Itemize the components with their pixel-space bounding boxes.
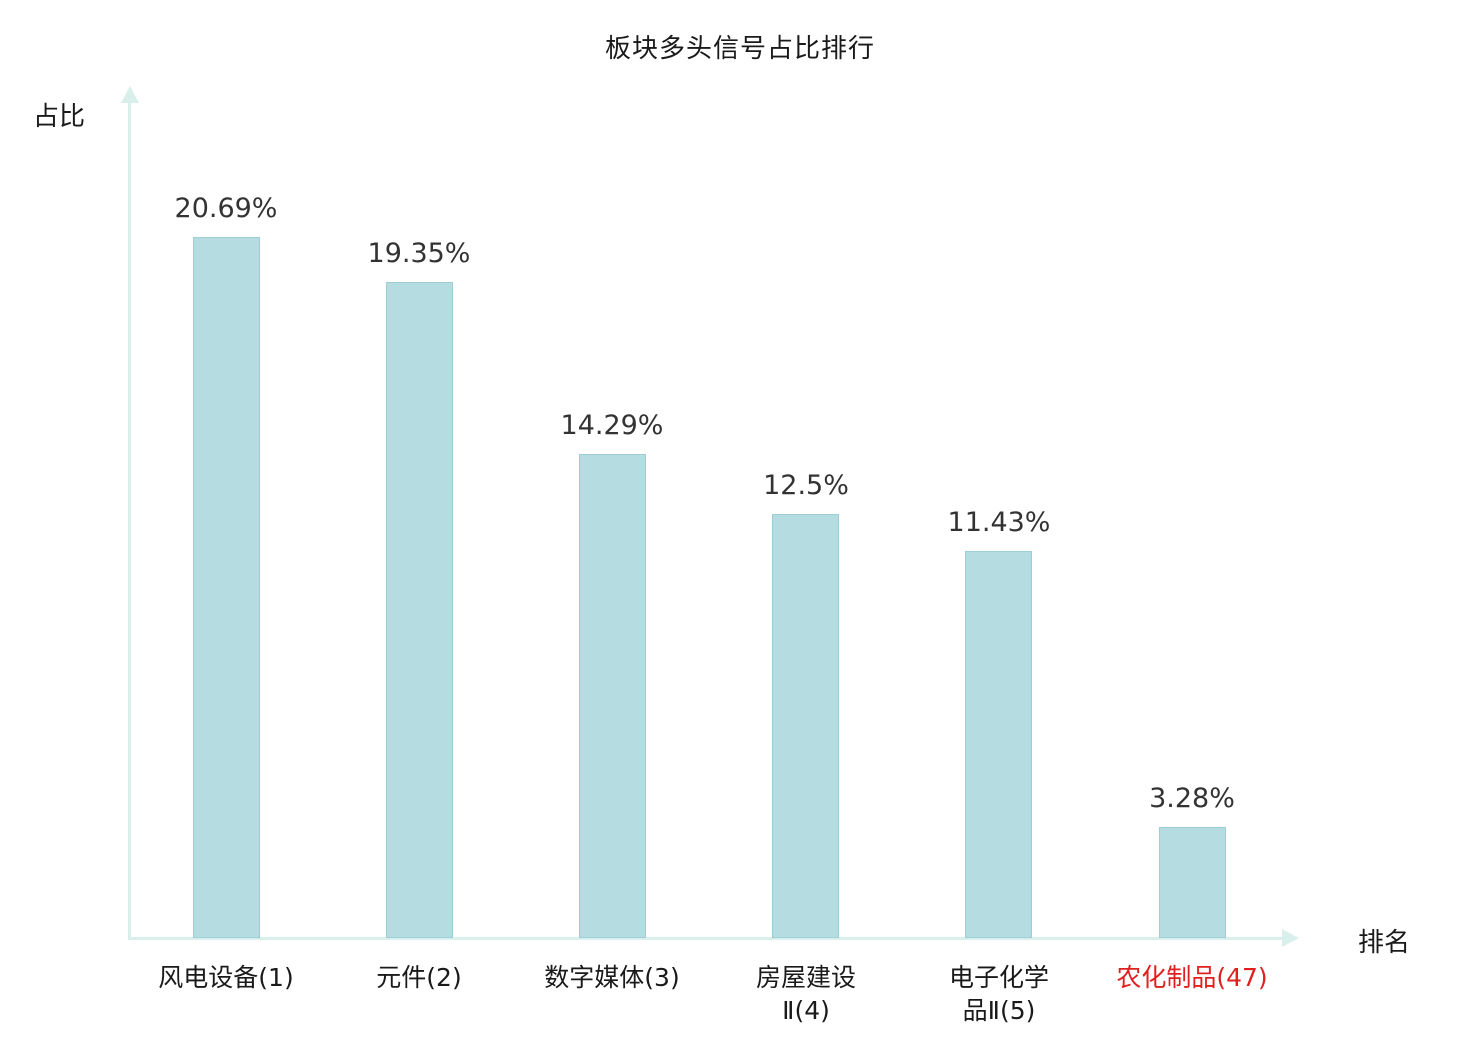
x-axis-label: 排名: [1358, 928, 1411, 958]
chart-title: 板块多头信号占比排行: [604, 34, 875, 64]
y-axis-arrow-icon: [121, 86, 139, 103]
x-tick-label: 元件(2): [376, 963, 462, 992]
y-axis-label: 占比: [33, 102, 86, 132]
bar-value-label: 12.5%: [763, 470, 849, 501]
bar: [386, 282, 453, 938]
bar: [579, 454, 646, 938]
x-axis-line: [128, 937, 1284, 940]
x-tick-label: 数字媒体(3): [544, 963, 680, 992]
x-tick-label: 风电设备(1): [158, 963, 294, 992]
bar: [1159, 827, 1226, 938]
bar-value-label: 14.29%: [560, 410, 664, 441]
x-tick-label: 房屋建设 Ⅱ(4): [755, 963, 856, 1025]
bar-value-label: 11.43%: [947, 507, 1051, 538]
bar-value-label: 19.35%: [367, 238, 471, 269]
bar-value-label: 20.69%: [174, 193, 278, 224]
x-tick-label: 农化制品(47): [1116, 963, 1268, 992]
x-tick-label: 电子化学 品Ⅱ(5): [948, 963, 1049, 1025]
bar: [965, 551, 1032, 938]
bar: [772, 514, 839, 938]
x-axis-arrow-icon: [1282, 929, 1299, 947]
bar-value-label: 3.28%: [1149, 783, 1235, 814]
bar: [193, 237, 260, 938]
y-axis-line: [128, 102, 131, 940]
